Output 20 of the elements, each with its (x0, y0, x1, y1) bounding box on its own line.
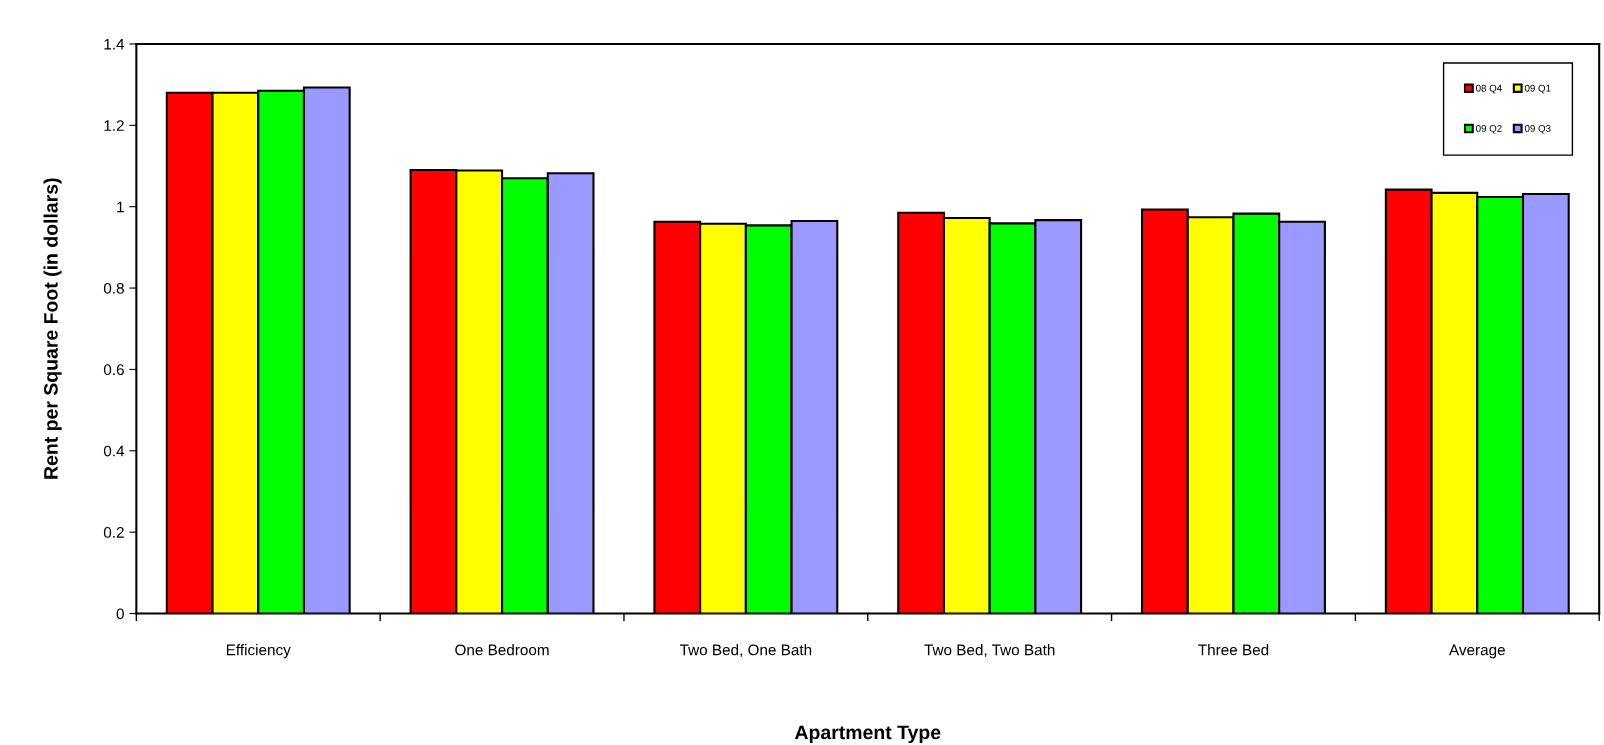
x-tick-label: Average (1449, 644, 1505, 659)
y-tick-label: 1.2 (104, 120, 124, 131)
x-tick-label: Two Bed, One Bath (679, 644, 812, 658)
legend-label: 09 Q3 (1524, 124, 1551, 134)
y-tick-label: 0.8 (103, 282, 124, 294)
x-tick-label: One Bedroom (455, 644, 549, 656)
y-tick-label: 1.4 (104, 38, 125, 50)
y-tick-label: 0.6 (103, 364, 124, 376)
y-tick-label: 0.4 (103, 445, 125, 457)
y-tick-label: 0.2 (103, 527, 124, 538)
x-tick-label: Efficiency (226, 644, 291, 659)
legend-label: 09 Q2 (1476, 124, 1502, 134)
x-axis-title: Apartment Type (794, 725, 941, 744)
y-axis-title: Rent per Square Foot (in dollars) (43, 178, 62, 479)
y-tick-label: 1 (117, 201, 124, 213)
legend-label: 08 Q4 (1476, 84, 1502, 94)
y-tick-label: 0 (116, 608, 124, 620)
x-tick-label: Two Bed, Two Bath (924, 644, 1055, 658)
x-tick-label: Three Bed (1198, 644, 1269, 656)
legend-label: 09 Q1 (1524, 84, 1551, 94)
